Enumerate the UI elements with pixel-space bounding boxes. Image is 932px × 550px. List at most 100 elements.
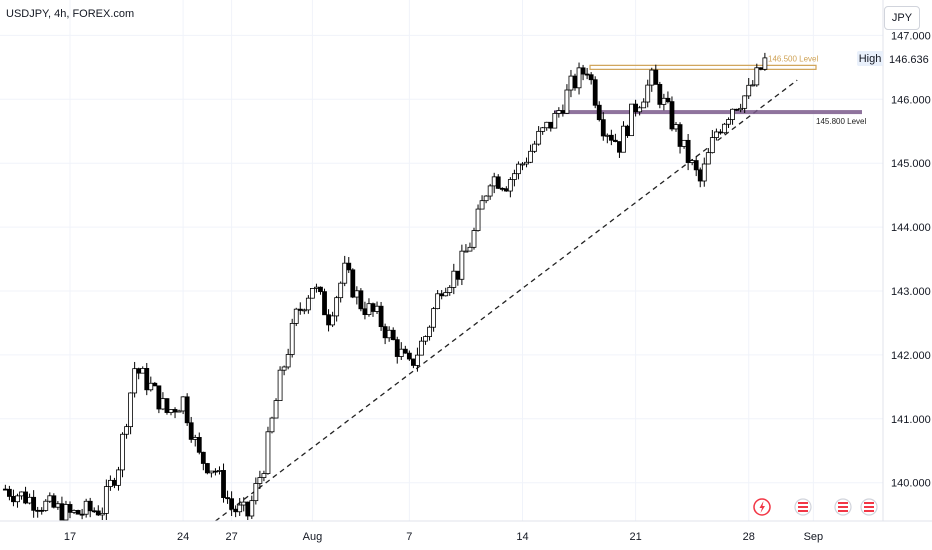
candle-bullish[interactable] <box>168 409 174 413</box>
candle-bullish[interactable] <box>124 426 129 435</box>
candle-bullish[interactable] <box>148 382 154 391</box>
candle-bullish[interactable] <box>435 293 441 310</box>
candle-bullish[interactable] <box>475 208 481 231</box>
candle-bearish[interactable] <box>406 352 412 360</box>
candle-bearish[interactable] <box>156 385 162 410</box>
candle-bearish[interactable] <box>188 422 194 440</box>
candle-bearish[interactable] <box>75 510 81 515</box>
candle-bearish[interactable] <box>370 303 376 312</box>
candle-bullish[interactable] <box>714 131 719 139</box>
candle-bullish[interactable] <box>116 469 121 486</box>
candle-bullish[interactable] <box>621 125 626 153</box>
candle-bearish[interactable] <box>685 139 691 163</box>
candle-bearish[interactable] <box>23 491 28 504</box>
candle-bearish[interactable] <box>350 269 356 298</box>
candle-bearish[interactable] <box>669 101 675 130</box>
candle-bearish[interactable] <box>51 495 57 508</box>
candle-bullish[interactable] <box>269 417 275 433</box>
candle-bullish[interactable] <box>556 110 562 114</box>
candle-bearish[interactable] <box>79 513 85 516</box>
candle-bullish[interactable] <box>140 368 146 374</box>
candle-bullish[interactable] <box>261 473 267 478</box>
candle-bearish[interactable] <box>322 291 327 316</box>
candle-bullish[interactable] <box>334 297 340 317</box>
candle-bullish[interactable] <box>386 329 392 339</box>
candle-bearish[interactable] <box>572 75 578 89</box>
candle-bullish[interactable] <box>487 185 493 197</box>
candle-bullish[interactable] <box>398 348 404 357</box>
candle-bearish[interactable] <box>136 368 142 374</box>
candle-bullish[interactable] <box>629 103 634 137</box>
candle-bullish[interactable] <box>637 107 643 113</box>
us-economic-event-icon[interactable] <box>834 498 852 516</box>
candle-bearish[interactable] <box>653 69 659 85</box>
candle-bullish[interactable] <box>568 75 574 91</box>
candle-bullish[interactable] <box>540 127 546 132</box>
candle-bullish[interactable] <box>750 84 756 87</box>
candle-bearish[interactable] <box>362 308 368 315</box>
candle-bullish[interactable] <box>459 250 465 280</box>
candle-bearish[interactable] <box>657 84 663 105</box>
candle-bullish[interactable] <box>83 500 89 515</box>
candle-bearish[interactable] <box>87 500 93 512</box>
flash-event-icon[interactable] <box>753 498 771 516</box>
candle-bullish[interactable] <box>536 130 542 145</box>
candle-bullish[interactable] <box>293 308 299 324</box>
candle-bearish[interactable] <box>394 339 400 357</box>
candle-bullish[interactable] <box>374 305 380 312</box>
candle-bearish[interactable] <box>39 509 45 512</box>
candle-bullish[interactable] <box>516 163 521 175</box>
candle-bearish[interactable] <box>2 488 8 491</box>
candle-bullish[interactable] <box>709 137 715 154</box>
candle-bullish[interactable] <box>309 287 315 299</box>
candle-bearish[interactable] <box>229 498 235 510</box>
candle-bullish[interactable] <box>427 326 432 337</box>
candle-bearish[interactable] <box>95 510 101 516</box>
candle-bullish[interactable] <box>285 354 291 368</box>
candle-bearish[interactable] <box>225 497 230 500</box>
candle-bullish[interactable] <box>289 323 295 355</box>
candle-bullish[interactable] <box>544 121 550 129</box>
candle-bearish[interactable] <box>734 108 739 111</box>
candle-bearish[interactable] <box>31 496 37 511</box>
candle-bullish[interactable] <box>722 123 727 134</box>
candle-bullish[interactable] <box>63 504 69 521</box>
candle-bearish[interactable] <box>560 110 566 114</box>
candle-bullish[interactable] <box>689 160 695 163</box>
candle-bullish[interactable] <box>524 161 529 165</box>
candle-bullish[interactable] <box>55 503 61 508</box>
candle-bearish[interactable] <box>184 396 190 424</box>
candle-bullish[interactable] <box>661 97 667 105</box>
candle-bullish[interactable] <box>419 340 424 356</box>
candle-bearish[interactable] <box>172 409 178 413</box>
candle-bullish[interactable] <box>532 143 537 152</box>
us-economic-event-icon[interactable] <box>794 498 812 516</box>
candle-bearish[interactable] <box>59 503 65 521</box>
candle-bullish[interactable] <box>415 354 420 366</box>
candle-bullish[interactable] <box>43 500 49 511</box>
candle-bearish[interactable] <box>625 125 630 137</box>
candle-bullish[interactable] <box>431 308 437 328</box>
candle-bearish[interactable] <box>318 286 323 293</box>
candle-bearish[interactable] <box>378 305 384 328</box>
price-axis[interactable]: 147.000 146.000 145.000 144.000 143.000 142.0… <box>857 0 931 521</box>
candle-bullish[interactable] <box>120 433 125 471</box>
candle-bullish[interactable] <box>604 134 610 137</box>
candle-bearish[interactable] <box>35 509 41 512</box>
candle-bearish[interactable] <box>697 169 703 182</box>
candle-bearish[interactable] <box>580 67 586 75</box>
candle-bearish[interactable] <box>200 451 206 464</box>
candle-bullish[interactable] <box>742 95 748 109</box>
candle-bearish[interactable] <box>221 470 226 498</box>
candle-bullish[interactable] <box>673 124 679 130</box>
candle-bearish[interactable] <box>233 508 239 513</box>
candle-bullish[interactable] <box>103 486 109 514</box>
candle-bullish[interactable] <box>241 501 247 506</box>
time-axis[interactable]: 17 24 27 Aug 7 14 21 28 Sep <box>0 520 932 543</box>
candle-bullish[interactable] <box>15 495 20 503</box>
candle-bullish[interactable] <box>726 119 731 125</box>
candle-bullish[interactable] <box>366 303 372 315</box>
candle-bearish[interactable] <box>382 326 388 339</box>
candle-bearish[interactable] <box>11 496 16 503</box>
